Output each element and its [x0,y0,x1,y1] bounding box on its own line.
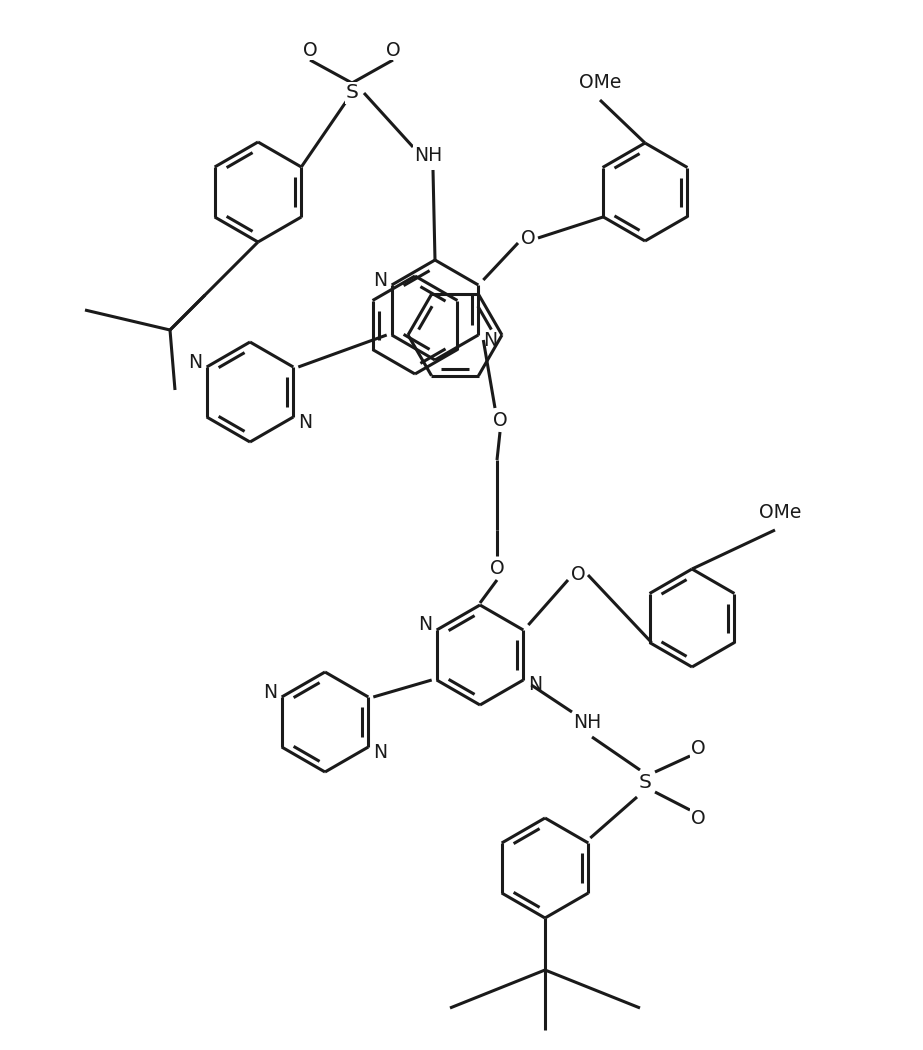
Text: N: N [298,413,312,432]
Text: S: S [639,773,652,792]
Text: O: O [521,229,535,248]
Text: N: N [528,675,543,694]
Text: NH: NH [573,713,601,732]
Text: O: O [690,808,705,827]
Text: O: O [493,411,508,429]
Text: O: O [570,566,585,585]
Text: O: O [386,41,401,60]
Text: S: S [345,84,358,103]
Text: N: N [373,742,388,761]
Text: N: N [417,615,432,634]
Text: OMe: OMe [759,503,801,522]
Text: O: O [490,559,504,578]
Text: O: O [690,738,705,757]
Text: N: N [263,682,277,701]
Text: OMe: OMe [579,72,621,91]
Text: N: N [187,353,202,372]
Text: N: N [484,331,497,350]
Text: NH: NH [414,146,442,165]
Text: N: N [373,271,387,290]
Text: O: O [303,41,318,60]
